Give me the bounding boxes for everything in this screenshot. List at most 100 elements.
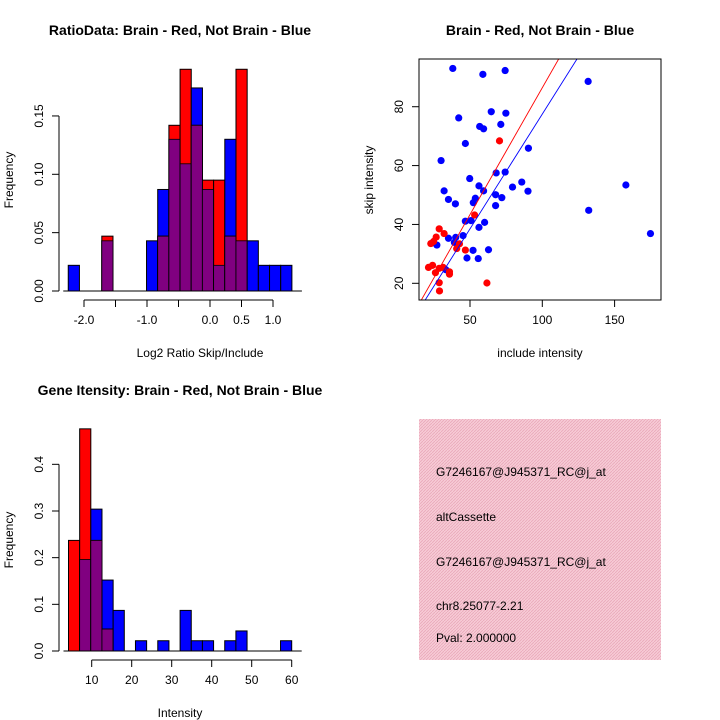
blue-point bbox=[437, 156, 445, 165]
y-axis-label: Frequency bbox=[2, 512, 16, 569]
blue-bar bbox=[257, 264, 271, 292]
blue-bar bbox=[179, 609, 192, 652]
overlap-bar bbox=[90, 539, 103, 652]
blue-point bbox=[481, 218, 489, 226]
x-tick-label: 50 bbox=[463, 313, 477, 327]
x-tick-label: 40 bbox=[205, 673, 219, 687]
x-axis-label: Intensity bbox=[158, 706, 203, 720]
overlap-bar bbox=[235, 240, 248, 292]
x-tick-label: 30 bbox=[165, 673, 179, 687]
blue-fit-line bbox=[424, 59, 578, 300]
blue-point bbox=[501, 66, 509, 75]
red-point bbox=[495, 137, 504, 145]
blue-bar bbox=[190, 640, 203, 652]
blue-point bbox=[461, 139, 469, 148]
x-tick-label: 20 bbox=[125, 673, 139, 687]
blue-bar bbox=[112, 609, 125, 652]
blue-point bbox=[585, 206, 593, 214]
y-tick-label: 0.15 bbox=[32, 104, 46, 128]
info-panel-background bbox=[419, 419, 661, 660]
blue-point bbox=[584, 77, 592, 86]
blue-point bbox=[440, 187, 448, 195]
overlap-bar bbox=[79, 559, 92, 652]
blue-bar bbox=[157, 640, 170, 652]
y-tick-label: 20 bbox=[392, 276, 406, 290]
blue-point bbox=[497, 120, 505, 128]
blue-point bbox=[444, 234, 453, 242]
x-tick-label: 100 bbox=[532, 313, 552, 327]
y-tick-label: 60 bbox=[392, 159, 406, 173]
red-fit-line bbox=[420, 59, 560, 300]
x-tick-label: 60 bbox=[285, 673, 299, 687]
overlap-bar bbox=[190, 124, 203, 292]
x-tick-label: 0.5 bbox=[233, 313, 250, 327]
red-point bbox=[435, 225, 443, 233]
x-tick-label: 150 bbox=[605, 313, 625, 327]
blue-point bbox=[524, 187, 532, 195]
overlap-bar bbox=[202, 189, 215, 292]
plot-box bbox=[418, 58, 662, 301]
x-tick-label: 50 bbox=[245, 673, 259, 687]
y-tick-label: 0.1 bbox=[32, 596, 46, 613]
blue-bar bbox=[269, 264, 282, 292]
blue-point bbox=[479, 125, 488, 133]
red-point bbox=[440, 229, 448, 238]
blue-point bbox=[524, 144, 533, 152]
blue-point bbox=[479, 70, 487, 78]
red-point bbox=[461, 246, 469, 254]
y-tick-label: 40 bbox=[392, 217, 406, 231]
ratio-histogram: RatioData: Brain - Red, Not Brain - Blue… bbox=[2, 22, 311, 360]
blue-bar bbox=[246, 240, 259, 292]
blue-bar bbox=[146, 240, 159, 292]
y-tick-label: 0.4 bbox=[32, 456, 46, 473]
x-axis-label: include intensity bbox=[497, 346, 582, 360]
blue-point bbox=[474, 254, 482, 263]
y-tick-label: 80 bbox=[392, 100, 406, 114]
probe-id: G7246167@J945371_RC@j_at bbox=[436, 465, 606, 479]
blue-bar bbox=[134, 640, 148, 652]
event-type: altCassette bbox=[436, 510, 496, 524]
overlap-bar bbox=[101, 240, 114, 292]
blue-point bbox=[518, 178, 526, 186]
info-panel: G7246167@J945371_RC@j_at altCassette G72… bbox=[419, 419, 661, 660]
y-tick-label: 0.0 bbox=[32, 642, 46, 659]
blue-bar bbox=[235, 630, 248, 652]
overlap-bar bbox=[157, 235, 170, 292]
blue-point bbox=[466, 174, 474, 183]
blue-point bbox=[469, 246, 477, 254]
x-tick-label: 1.0 bbox=[265, 313, 282, 327]
y-tick-label: 0.00 bbox=[32, 279, 46, 303]
overlap-bar bbox=[179, 163, 192, 292]
x-tick-label: -2.0 bbox=[74, 313, 95, 327]
red-bar bbox=[68, 539, 81, 652]
blue-point bbox=[469, 199, 477, 207]
chart-title: Gene Itensity: Brain - Red, Not Brain - … bbox=[38, 382, 323, 398]
red-point bbox=[435, 287, 444, 295]
blue-point bbox=[508, 183, 517, 191]
gene-intensity-histogram: Gene Itensity: Brain - Red, Not Brain - … bbox=[2, 382, 323, 720]
p-value: Pval: 2.000000 bbox=[436, 631, 516, 645]
overlap-bar bbox=[224, 235, 237, 292]
chart-title: RatioData: Brain - Red, Not Brain - Blue bbox=[49, 22, 311, 38]
y-tick-label: 0.05 bbox=[32, 221, 46, 245]
red-point bbox=[431, 269, 440, 277]
red-point bbox=[483, 279, 491, 287]
blue-point bbox=[455, 114, 463, 122]
blue-point bbox=[463, 254, 471, 262]
x-tick-label: -1.0 bbox=[137, 313, 158, 327]
blue-point bbox=[475, 223, 483, 231]
y-axis-label: skip intensity bbox=[362, 146, 376, 215]
blue-bar bbox=[224, 640, 237, 652]
overlap-bar bbox=[213, 264, 226, 292]
blue-point bbox=[646, 229, 655, 238]
overlap-bar bbox=[168, 138, 181, 292]
blue-bar bbox=[67, 264, 80, 292]
blue-point bbox=[498, 194, 506, 202]
red-point bbox=[435, 279, 443, 287]
y-axis-label: Frequency bbox=[2, 152, 16, 209]
probe-id-2: G7246167@J945371_RC@j_at bbox=[436, 555, 606, 569]
red-point bbox=[427, 239, 435, 248]
overlap-bar bbox=[101, 628, 114, 652]
y-tick-label: 0.10 bbox=[32, 162, 46, 186]
